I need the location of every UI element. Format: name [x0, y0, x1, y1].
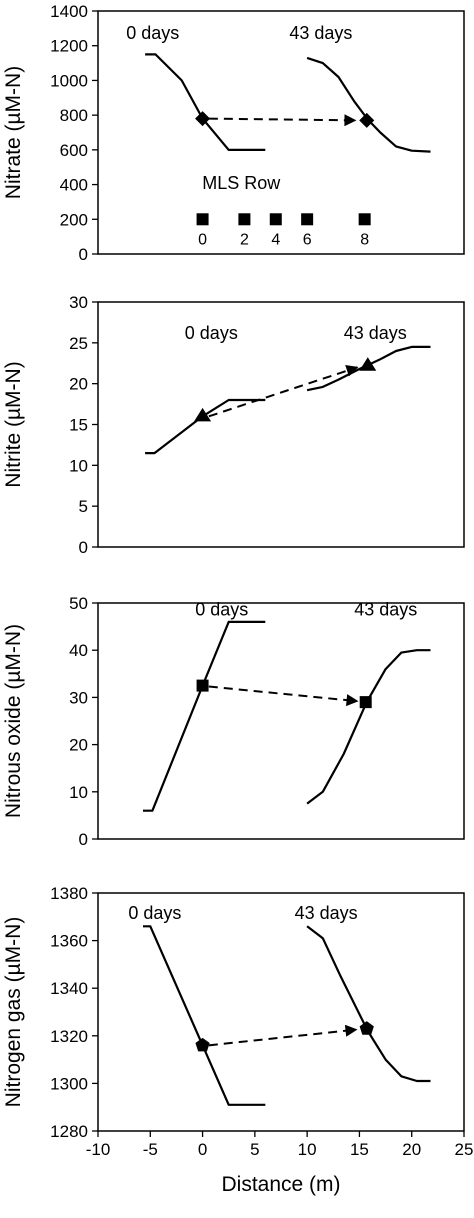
nitrite-y-tick-label-3: 15 — [69, 416, 88, 435]
nitrate-y-tick-label-5: 1000 — [50, 71, 88, 90]
nitrous-oxide-y-tick-label-3: 30 — [69, 688, 88, 707]
nitrate-plot-frame — [97, 10, 465, 255]
nitrogen-gas-marker-1 — [359, 1021, 374, 1035]
nitrogen-gas-y-axis-label: Nitrogen gas (µM-N) — [2, 917, 25, 1108]
nitrate-marker-1 — [359, 112, 375, 128]
nitrous-oxide-y-tick-label-4: 40 — [69, 641, 88, 660]
nitrogen-gas-y-tick-label-2: 1320 — [50, 1027, 88, 1046]
nitrate-y-axis-label: Nitrate (µM-N) — [2, 66, 25, 199]
nitrous-oxide-plot-frame — [97, 602, 465, 840]
nitrogen-gas-x-tick-label-4: 10 — [298, 1140, 317, 1159]
nitrite-series-0-days-line — [145, 398, 266, 455]
nitrous-oxide-annotation-0: 0 days — [195, 599, 248, 619]
nitrous-oxide-marker-1 — [359, 696, 372, 709]
nitrous-oxide-transport-arrow — [208, 685, 359, 707]
nitrogen-gas-y-tick-label-1: 1300 — [50, 1074, 88, 1093]
nitrate-y-tick-label-0: 0 — [79, 245, 88, 264]
mls-well-marker-0 — [196, 213, 209, 226]
nitrogen-gas-y-tick-label-4: 1360 — [50, 932, 88, 951]
nitrate-transport-arrow — [208, 114, 357, 127]
nitrous-oxide-y-tick-label-0: 0 — [79, 830, 88, 849]
nitrous-oxide-chart: 0 10 20 30 40 50 Nitrous oxide (µM-N) 0 days 43 … — [2, 594, 465, 849]
nitrogen-gas-annotation-0: 0 days — [128, 903, 181, 923]
nitrite-annotation-0: 0 days — [185, 323, 238, 343]
nitrite-y-axis-label: Nitrite (µM-N) — [2, 361, 25, 487]
mls-well-marker-1 — [238, 213, 251, 226]
mls-well-marker-2 — [269, 213, 282, 226]
mls-well-marker-3 — [301, 213, 314, 226]
nitrous-oxide-y-tick-label-1: 10 — [69, 783, 88, 802]
nitrogen-gas-transport-arrow — [208, 1024, 358, 1047]
nitrate-y-tick-label-7: 1400 — [50, 2, 88, 21]
nitrogen-gas-x-tick-label-7: 25 — [455, 1140, 474, 1159]
nitrate-annotation-1: 43 days — [289, 23, 352, 43]
nitrous-oxide-series-43-days-line — [306, 649, 431, 805]
nitrogen-gas-x-tick-label-6: 20 — [402, 1140, 421, 1159]
mls-well-label-3: 6 — [303, 231, 312, 248]
nitrogen-gas-series-43-days-line — [306, 925, 431, 1083]
mls-well-label-4: 8 — [360, 231, 369, 248]
nitrogen-gas-x-tick-label-0: -10 — [86, 1140, 111, 1159]
nitrogen-gas-plot-frame — [97, 892, 465, 1132]
nitrite-annotation-1: 43 days — [344, 323, 407, 343]
mls-well-label-0: 0 — [198, 231, 207, 248]
nitrite-marker-0 — [194, 407, 212, 422]
nitrogen-gas-y-tick-label-0: 1280 — [50, 1122, 88, 1141]
nitrite-transport-arrow — [208, 365, 359, 418]
nitrite-y-tick-label-4: 20 — [69, 375, 88, 394]
nitrite-chart: 0 5 10 15 20 25 30 Nitrite (µM-N) 0 days 43 days — [2, 293, 465, 557]
nitrous-oxide-marker-0 — [196, 679, 209, 692]
nitrous-oxide-annotation-1: 43 days — [354, 599, 417, 619]
nitrogen-gas-x-tick-label-3: 5 — [250, 1140, 259, 1159]
mls-well-label-1: 2 — [240, 231, 249, 248]
x-axis-label: Distance (m) — [221, 1173, 340, 1196]
mls-well-marker-4 — [358, 213, 371, 226]
nitrous-oxide-y-tick-label-5: 50 — [69, 594, 88, 613]
nitrate-marker-0 — [195, 111, 211, 127]
nitrogen-gas-x-tick-label-5: 15 — [350, 1140, 369, 1159]
nitrous-oxide-series-0-days-line — [143, 620, 266, 812]
mls-row-label: MLS Row — [202, 173, 281, 193]
nitrite-y-tick-label-1: 5 — [79, 497, 88, 516]
nitrite-marker-1 — [359, 357, 377, 371]
nitrate-y-tick-label-1: 200 — [60, 210, 88, 229]
nitrous-oxide-y-tick-label-2: 20 — [69, 736, 88, 755]
nitrate-y-tick-label-2: 400 — [60, 176, 88, 195]
nitrate-annotation-0: 0 days — [126, 23, 179, 43]
nitrite-y-tick-label-5: 25 — [69, 334, 88, 353]
nitrogen-gas-y-tick-label-5: 1380 — [50, 884, 88, 903]
nitrate-y-tick-label-6: 1200 — [50, 37, 88, 56]
nitrogen-gas-marker-0 — [195, 1037, 210, 1052]
nitrous-oxide-y-axis-label: Nitrous oxide (µM-N) — [2, 624, 25, 818]
nitrogen-gas-series-0-days-line — [143, 925, 266, 1106]
mls-well-label-2: 4 — [271, 231, 280, 248]
nitrate-y-tick-label-3: 600 — [60, 141, 88, 160]
nitrite-y-tick-label-6: 30 — [69, 293, 88, 312]
nitrate-series-43-days-line — [306, 56, 431, 153]
nitrite-y-tick-label-0: 0 — [79, 538, 88, 557]
nitrite-plot-frame — [97, 301, 465, 548]
nitrogen-gas-chart: 1280 1300 1320 1340 1360 1380 -10 -5 0 5 10 15 20 25 N… — [2, 884, 473, 1196]
nitrogen-gas-annotation-1: 43 days — [295, 903, 358, 923]
nitrogen-gas-y-tick-label-3: 1340 — [50, 979, 88, 998]
nitrogen-gas-x-tick-label-1: -5 — [143, 1140, 158, 1159]
nitrate-chart: 0 200 400 600 800 1000 1200 1400 Nitrate (µM-N) 0… — [2, 2, 465, 264]
nitrite-y-tick-label-2: 10 — [69, 456, 88, 475]
nitrogen-gas-x-tick-label-2: 0 — [198, 1140, 207, 1159]
nitrate-series-0-days-line — [145, 53, 266, 151]
nitrate-y-tick-label-4: 800 — [60, 106, 88, 125]
